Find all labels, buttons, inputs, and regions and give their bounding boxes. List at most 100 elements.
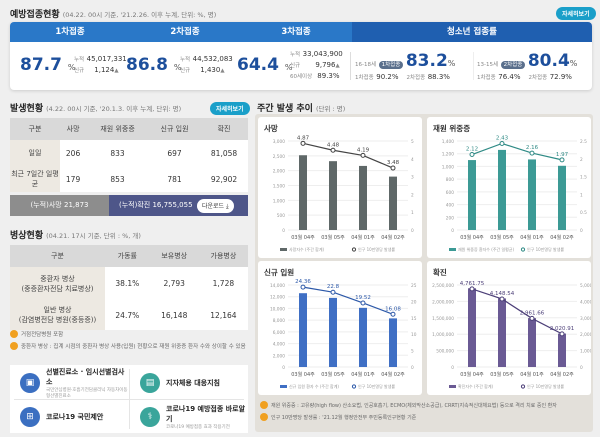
bar <box>389 176 397 230</box>
table-row: 최근 7일간 일평균 179 853 781 92,902 <box>10 166 248 192</box>
data-label: 16.08 <box>385 306 401 312</box>
data-label: 1.97 <box>556 152 569 158</box>
y-tick-label: 1,400 <box>442 139 455 145</box>
legend-bar-swatch <box>449 385 456 388</box>
legend-label: 인구 10만명당 발생률 <box>358 246 395 252</box>
table-row: 일일 206 833 697 81,058 <box>10 140 248 166</box>
vaccination-title: 예방접종현황 (04.22. 00시 기준, '21.2.26. 이후 누계, 단… <box>10 7 216 20</box>
y2-tick-label: 1 <box>580 192 583 198</box>
y2-tick-label: 5 <box>411 139 414 145</box>
bar <box>468 288 476 367</box>
weekly-title: 주간 발생 추이 (단위 : 명) <box>257 104 346 114</box>
link-screening-clinic[interactable]: ▣ 선별진료소 · 임시선별검사소 국민안심병원·호흡기전담클리닉 자동차이동형선별… <box>10 365 128 401</box>
x-tick-label: 04월 01주 <box>520 234 544 241</box>
y-tick-label: 2,500,000 <box>432 283 454 289</box>
y-tick-label: 800 <box>446 177 454 183</box>
legend-label: 인구 10만명당 발생률 <box>358 383 395 389</box>
legend-line-swatch <box>351 247 357 252</box>
y2-tick-label: 5,000 <box>580 283 591 289</box>
dose3-header: 3차접종 <box>240 22 352 42</box>
x-tick-label: 04월 01주 <box>520 371 544 378</box>
data-label: 2,020.91 <box>550 326 575 332</box>
chart-svg: 0 2,000 4,000 6,000 8,000 10,000 12,000 14,000 0… <box>270 279 417 389</box>
line-point <box>330 289 336 295</box>
legend-line-swatch <box>520 247 526 252</box>
line-point <box>469 286 475 292</box>
data-label: 2.12 <box>466 147 478 153</box>
line-point <box>529 315 535 321</box>
y2-tick-label: 4 <box>411 157 414 163</box>
line-point <box>499 140 505 146</box>
data-label: 2.43 <box>496 135 509 141</box>
y2-tick-label: 1.5 <box>580 175 587 181</box>
series-line <box>302 286 394 315</box>
chart-svg: 0 500 1,000 1,500 2,000 2,500 3,000 0 1 2 3 4 5 03월 0… <box>273 135 414 252</box>
occurrence-title: 발생현황 (4.22. 00시 기준, '20.1.3. 이후 누계, 단위: 명… <box>10 104 182 114</box>
y2-tick-label: 20 <box>411 299 417 305</box>
y2-tick-label: 1,000 <box>580 349 591 355</box>
legend-line-swatch <box>351 384 357 389</box>
y2-tick-label: 3 <box>411 175 414 181</box>
hospital-icon: ⊞ <box>20 407 40 427</box>
x-tick-label: 03월 04주 <box>291 234 315 241</box>
y-tick-label: 0 <box>451 365 454 371</box>
x-tick-label: 04월 02주 <box>381 234 405 241</box>
series-line <box>302 142 394 169</box>
dose3-rate: 64.4 % <box>237 55 293 75</box>
data-label: 4.87 <box>297 135 310 141</box>
line-point <box>360 300 366 306</box>
x-tick-label: 04월 02주 <box>381 371 405 378</box>
y-tick-label: 10,000 <box>270 306 285 312</box>
y-tick-label: 2,000 <box>273 169 286 175</box>
link-local-guidelines[interactable]: ▤ 지자체용 대응지침 <box>130 365 248 401</box>
download-button[interactable]: 다운로드 ⤓ <box>197 199 234 213</box>
table-row: 일반 병상 (감염병전담 병원(중등증)) 24.7% 16,148 12,164 <box>10 300 248 330</box>
chart-severe: 재원 위중증 0 200 400 600 800 1,000 1,200 1,400 0 0.5 1 1… <box>427 117 591 258</box>
data-label: 2,961.66 <box>520 310 545 316</box>
y-tick-label: 0 <box>282 365 285 371</box>
bar <box>528 318 536 367</box>
y-tick-label: 400 <box>446 203 454 209</box>
bar <box>329 161 337 230</box>
line-point <box>529 150 535 156</box>
legend-bar-swatch <box>280 385 287 388</box>
x-tick-label: 03월 05주 <box>490 371 514 378</box>
legend-label: 재원 위중증 환자수 (주간 일평균) <box>458 246 514 252</box>
y-tick-label: 6,000 <box>273 330 286 336</box>
line-point <box>499 296 505 302</box>
occurrence-detail-button[interactable]: 자세히보기 <box>210 102 250 115</box>
link-public-proposal[interactable]: ⊞ 코로나19 국민제안 <box>10 399 128 435</box>
x-tick-label: 04월 02주 <box>550 234 574 241</box>
data-label: 2.16 <box>526 145 539 151</box>
series-line <box>471 142 563 161</box>
series-line <box>471 288 563 335</box>
y2-tick-label: 0 <box>580 228 583 234</box>
legend-label: 인구 10만명당 발생률 <box>527 383 564 389</box>
dose2-stats: 누적 44,532,083 신규 1,430▲ <box>180 55 233 74</box>
stethoscope-icon: ⚕ <box>140 407 160 427</box>
y2-tick-label: 1 <box>411 210 414 216</box>
link-vaccine-info[interactable]: ⚕ 코로나19 예방접종 바로알기 코로나19 예방접종 효과 작용기전 <box>130 399 248 435</box>
y-tick-label: 12,000 <box>270 295 285 301</box>
vaccination-detail-button[interactable]: 자세히보기 <box>556 7 596 20</box>
vaccination-subtitle: (04.22. 00시 기준, '21.2.26. 이후 누계, 단위: %, … <box>62 11 217 19</box>
legend-bar-swatch <box>280 248 287 251</box>
x-tick-label: 03월 04주 <box>460 371 484 378</box>
y-tick-label: 200 <box>446 215 454 221</box>
youth-13-15: 13-15세 2차접종 80.4% 1차접종 76.4% 2차접종 72.9% <box>477 51 578 81</box>
beds-title: 병상현황 (04.21. 17시 기준, 단위 : %, 개) <box>10 231 141 241</box>
legend-label: 확진자수 (주간 합계) <box>458 383 494 389</box>
data-label: 19.52 <box>355 295 371 301</box>
y-tick-label: 4,000 <box>273 342 286 348</box>
y-tick-label: 600 <box>446 190 454 196</box>
line-point <box>360 152 366 158</box>
cumulative-deaths: (누적)사망 21,873 <box>10 195 109 216</box>
quick-links: ▣ 선별진료소 · 임시선별검사소 국민안심병원·호흡기전담클리닉 자동차이동형선별… <box>10 365 248 433</box>
bar <box>299 155 307 230</box>
y2-tick-label: 15 <box>411 316 417 322</box>
bar <box>498 149 506 230</box>
weekly-footnotes: 재원 위중증 : 고유량(high flow) 산소요법, 인공호흡기, ECM… <box>260 401 590 425</box>
x-tick-label: 03월 05주 <box>321 371 345 378</box>
y-tick-label: 8,000 <box>273 318 286 324</box>
x-tick-label: 03월 05주 <box>490 234 514 241</box>
